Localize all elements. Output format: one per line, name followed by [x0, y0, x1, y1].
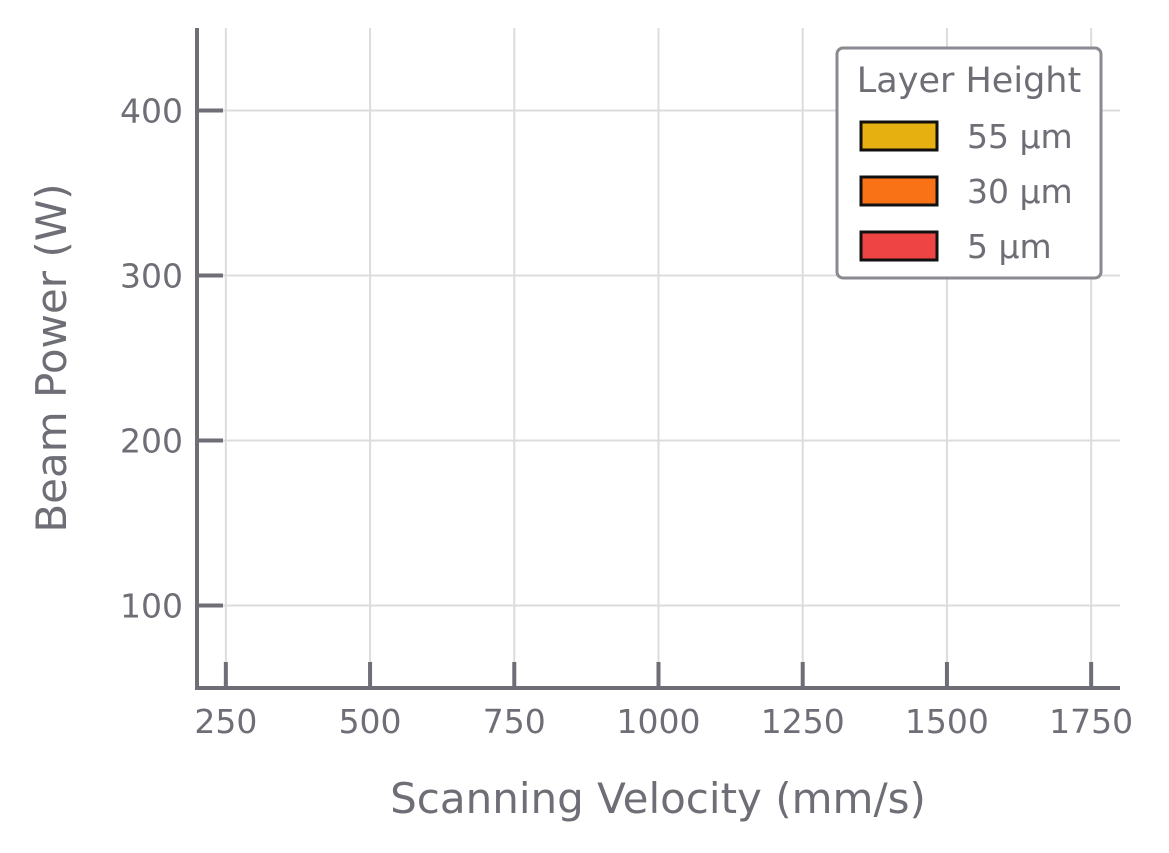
x-tick-label: 1250	[761, 702, 845, 741]
legend-title: Layer Height	[857, 61, 1081, 101]
x-ticks: 250 500 750 1000 1250 1500 1750	[194, 662, 1133, 741]
legend-entries: 55 µm 30 µm 5 µm	[859, 117, 1073, 266]
y-tick-label: 300	[120, 257, 183, 296]
x-tick-label: 750	[483, 702, 546, 741]
y-tick-label: 100	[120, 587, 183, 626]
legend-swatch	[859, 120, 939, 152]
legend-swatch	[859, 230, 939, 262]
legend-entry-label: 5 µm	[967, 227, 1052, 266]
x-tick-label: 250	[194, 702, 257, 741]
x-tick-label: 1750	[1049, 702, 1133, 741]
x-tick-label: 1500	[905, 702, 989, 741]
legend: Layer Height 55 µm 30 µm 5 µm	[835, 46, 1103, 280]
legend-frame	[835, 46, 1103, 280]
legend-swatch	[859, 175, 939, 207]
legend-entry-label: 55 µm	[967, 117, 1073, 156]
x-axis-label: Scanning Velocity (mm/s)	[390, 774, 926, 823]
legend-entry-label: 30 µm	[967, 172, 1073, 211]
y-tick-label: 400	[120, 92, 183, 131]
y-ticks: 100 200 300 400	[120, 92, 223, 626]
x-tick-label: 1000	[617, 702, 701, 741]
y-tick-label: 200	[120, 422, 183, 461]
y-axis-label: Beam Power (W)	[27, 183, 76, 532]
x-tick-label: 500	[339, 702, 402, 741]
